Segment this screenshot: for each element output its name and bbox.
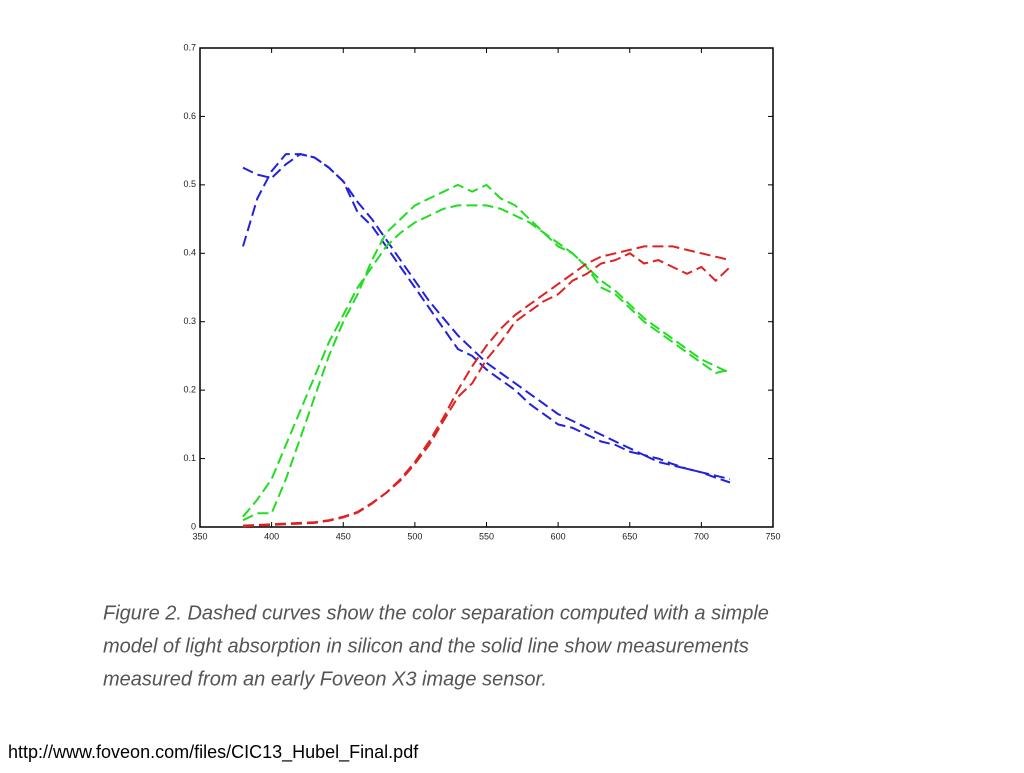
series-line — [242, 204, 731, 518]
caption-line: model of light absorption in silicon and… — [103, 635, 749, 657]
series-line — [242, 183, 731, 522]
x-tick-label: 400 — [264, 531, 279, 541]
x-tick-label: 750 — [765, 531, 780, 541]
caption-line: Figure 2. Dashed curves show the color s… — [103, 602, 769, 624]
caption-line: measured from an early Foveon X3 image s… — [103, 668, 547, 690]
x-tick-label: 600 — [551, 531, 566, 541]
y-tick-label: 0.7 — [183, 42, 196, 52]
x-tick-label: 450 — [336, 531, 351, 541]
y-tick-label: 0.1 — [183, 453, 196, 463]
x-tick-label: 550 — [479, 531, 494, 541]
y-tick-label: 0 — [191, 521, 196, 531]
y-tick-label: 0.6 — [183, 111, 196, 121]
series-line — [242, 153, 731, 484]
source-url: http://www.foveon.com/files/CIC13_Hubel_… — [8, 742, 419, 763]
y-tick-label: 0.5 — [183, 179, 196, 189]
x-tick-label: 700 — [694, 531, 709, 541]
y-tick-label: 0.4 — [183, 248, 196, 258]
x-tick-label: 500 — [407, 531, 422, 541]
plot-frame — [199, 47, 774, 528]
series-line — [242, 245, 731, 527]
y-tick-label: 0.3 — [183, 316, 196, 326]
x-tick-label: 350 — [192, 531, 207, 541]
series-line — [242, 153, 731, 481]
y-tick-label: 0.2 — [183, 385, 196, 395]
series-line — [242, 252, 731, 528]
x-tick-label: 650 — [622, 531, 637, 541]
